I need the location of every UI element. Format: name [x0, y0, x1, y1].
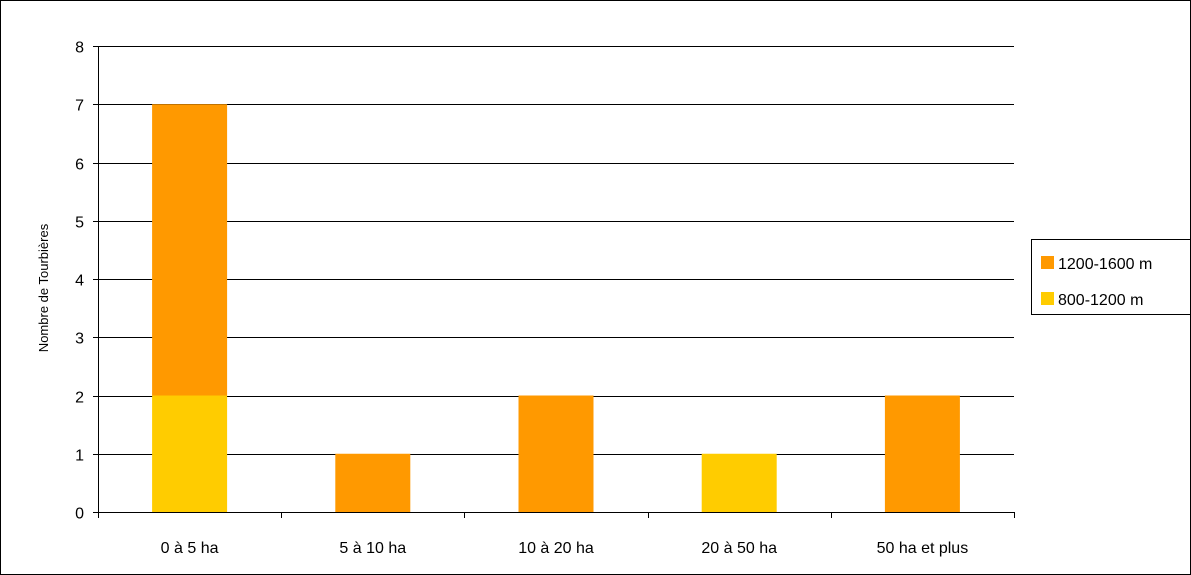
- x-tick-labels: 0 à 5 ha 5 à 10 ha 10 à 20 ha 20 à 50 ha 50 …: [161, 540, 969, 557]
- x-tick-label: 20 à 50 ha: [701, 540, 777, 557]
- bar-1200-1600 m-10 à 20 ha: [518, 395, 594, 512]
- bar-1200-1600 m-5 à 10 ha: [335, 453, 411, 512]
- x-tick-label: 5 à 10 ha: [339, 540, 406, 557]
- y-tick-labels: 0 1 2 3 4 5 6 7 8: [75, 40, 84, 523]
- axes: [93, 46, 1015, 518]
- legend-swatch: [1041, 256, 1054, 269]
- x-tick-label: 50 ha et plus: [877, 540, 969, 557]
- bar-1200-1600 m-50 ha et plus: [884, 395, 960, 512]
- bars: [152, 104, 960, 512]
- legend-label: 800-1200 m: [1058, 292, 1143, 309]
- y-tick-label: 4: [75, 273, 84, 290]
- legend: 1200-1600 m 800-1200 m: [1031, 239, 1191, 315]
- legend-label: 1200-1600 m: [1058, 256, 1152, 273]
- legend-box: [1031, 239, 1191, 315]
- gridlines: [98, 46, 1014, 455]
- bar-1200-1600 m-0 à 5 ha: [152, 104, 228, 396]
- y-tick-label: 7: [75, 98, 84, 115]
- y-axis-title: Nombre de Tourbières: [36, 223, 51, 352]
- y-tick-label: 6: [75, 157, 84, 174]
- y-tick-label: 1: [75, 448, 84, 465]
- bar-800-1200 m-0 à 5 ha: [152, 395, 228, 512]
- x-tick-label: 0 à 5 ha: [161, 540, 219, 557]
- legend-swatch: [1041, 292, 1054, 305]
- bar-800-1200 m-20 à 50 ha: [701, 453, 777, 512]
- y-tick-label: 3: [75, 331, 84, 348]
- y-tick-label: 0: [75, 506, 84, 523]
- y-tick-label: 8: [75, 40, 84, 57]
- y-tick-label: 5: [75, 215, 84, 232]
- x-tick-label: 10 à 20 ha: [518, 540, 594, 557]
- y-tick-label: 2: [75, 390, 84, 407]
